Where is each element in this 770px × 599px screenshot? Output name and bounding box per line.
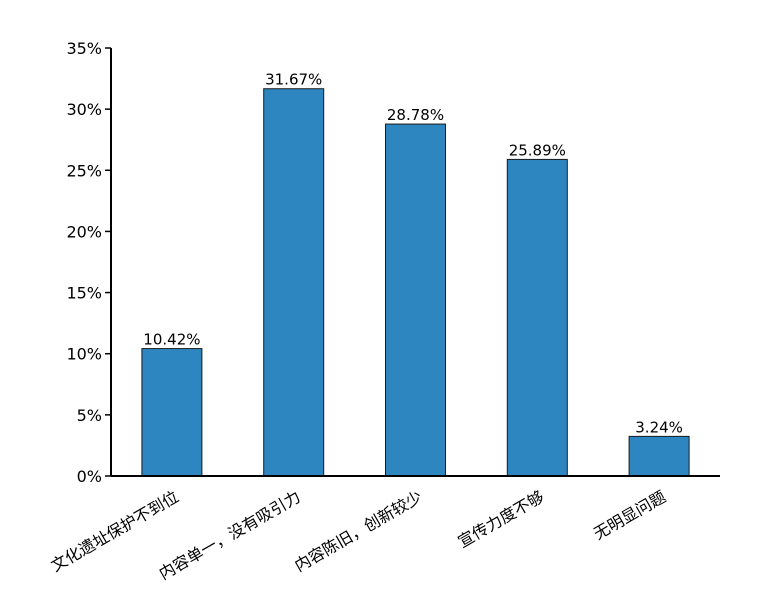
bar <box>141 348 203 477</box>
x-tick-label: 无明显问题 <box>590 487 669 543</box>
bar <box>263 88 325 477</box>
y-tick-label: 0% <box>77 467 102 486</box>
bars <box>141 88 690 477</box>
data-label: 28.78% <box>387 106 444 124</box>
y-tick-label: 15% <box>66 284 102 303</box>
y-tick-label: 25% <box>66 161 102 180</box>
y-tick-label: 10% <box>66 345 102 364</box>
y-tick-label: 5% <box>77 406 102 425</box>
data-label: 3.24% <box>635 418 683 436</box>
data-label: 31.67% <box>265 71 322 89</box>
y-tick-label: 20% <box>66 222 102 241</box>
y-axis: 0% 5% 10% 15% 20% 25% 30% 35% <box>66 39 112 486</box>
x-tick-label: 内容陈旧，创新较少 <box>291 487 425 575</box>
bar <box>628 435 690 477</box>
data-label: 25.89% <box>509 141 566 159</box>
x-tick-label: 文化遗址保护不到位 <box>48 487 182 575</box>
x-tick-label: 宣传力度不够 <box>455 487 548 551</box>
data-label: 10.42% <box>143 331 200 349</box>
bar <box>385 123 446 477</box>
y-tick-label: 35% <box>66 39 102 58</box>
data-labels: 10.42% 31.67% 28.78% 25.89% 3.24% <box>143 71 683 437</box>
y-tick-label: 30% <box>66 100 102 119</box>
bar <box>506 158 568 477</box>
